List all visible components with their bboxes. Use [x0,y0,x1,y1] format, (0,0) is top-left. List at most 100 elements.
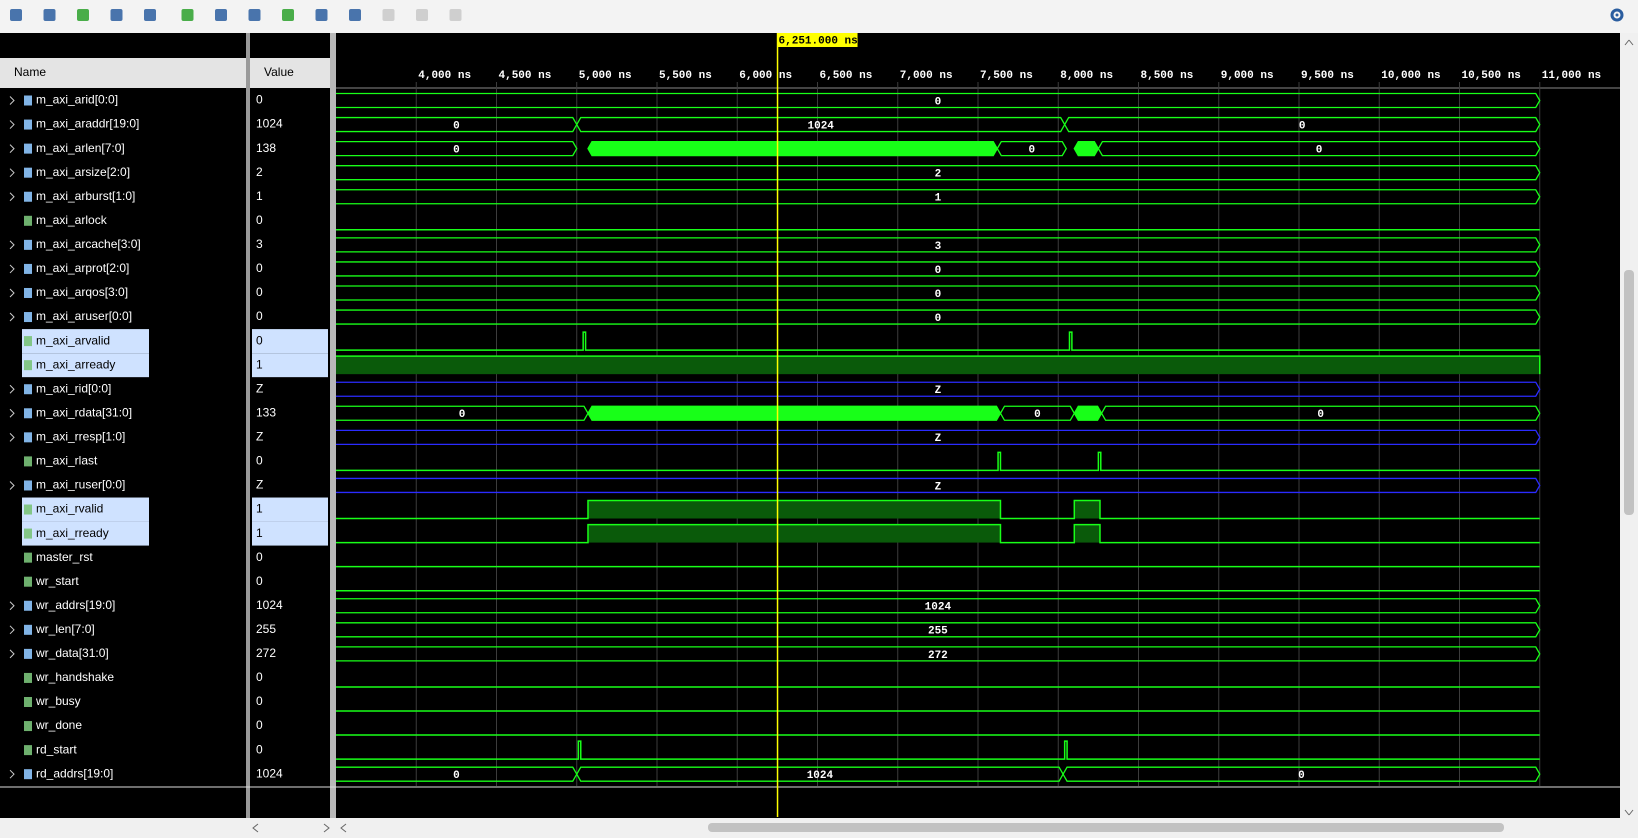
signal-name[interactable]: m_axi_rresp[1:0] [36,430,125,444]
signal-name[interactable]: wr_done [35,718,82,732]
bus-segment [336,237,1541,253]
signal-name[interactable]: m_axi_ruser[0:0] [36,478,125,492]
tick-label: 5,500 ns [659,70,712,82]
signal-value: 255 [256,622,276,636]
signal-name[interactable]: m_axi_arcache[3:0] [36,237,141,251]
signal-name[interactable]: m_axi_arvalid [36,333,110,347]
signal-name[interactable]: m_axi_arsize[2:0] [36,165,130,179]
signal-icon [24,263,32,274]
scroll-arrows[interactable] [252,39,1634,833]
tick-label: 6,500 ns [820,70,873,82]
workspace [0,33,1638,838]
signal-icon [24,167,32,178]
signal-icon [24,480,32,491]
signal-name[interactable]: wr_handshake [35,670,114,684]
signal-value: Z [256,478,263,492]
toolbar-icon [77,9,89,21]
expand-arrow[interactable] [9,432,15,442]
signal-name[interactable]: m_axi_arprot[2:0] [36,261,129,275]
signal-name[interactable]: m_axi_arburst[1:0] [36,189,135,203]
toolbar-icon [181,9,194,21]
signal-name[interactable]: wr_addrs[19:0] [35,598,115,612]
toolbar-button[interactable] [144,9,156,21]
expand-arrow[interactable] [9,769,15,779]
signal-name[interactable]: wr_busy [35,694,81,708]
signal-icon [24,697,32,707]
expand-arrow[interactable] [9,649,15,659]
expand-arrow[interactable] [9,168,15,178]
signal-name[interactable]: master_rst [36,550,93,564]
signal-name[interactable]: m_axi_arqos[3:0] [36,285,128,299]
wave-area: 4,000 ns 4,500 ns 5,000 ns 5,500 ns 6,000 ns… [336,70,1620,786]
signal-name[interactable]: m_axi_rready [36,526,109,540]
toolbar-button[interactable] [349,9,361,21]
expand-arrow[interactable] [9,481,15,490]
signal-name[interactable]: rd_start [36,742,77,756]
bit-wave [336,355,1541,375]
toolbar-button[interactable] [449,9,462,21]
signal-name[interactable]: wr_data[31:0] [35,646,109,660]
toolbar-button[interactable] [282,9,294,21]
expand-arrow[interactable] [9,240,15,250]
expand-arrow[interactable] [9,312,15,322]
expand-arrow[interactable] [9,192,15,202]
toolbar-button[interactable] [416,9,428,21]
expand-arrow[interactable] [9,625,15,635]
bus-value: 0 [459,409,466,421]
expand-arrow[interactable] [9,384,15,394]
signal-name[interactable]: wr_len[7:0] [35,622,95,636]
bus-segment [336,622,1541,638]
expand-arrow[interactable] [9,408,15,418]
scroll-thumb[interactable] [708,823,1504,832]
signal-name[interactable]: rd_addrs[19:0] [36,766,113,780]
toolbar-button[interactable] [315,9,328,21]
tick-label: 4,500 ns [499,70,552,82]
expand-arrow[interactable] [9,601,15,611]
high-fill [587,524,1001,543]
scroll-thumb[interactable] [1624,270,1634,515]
toolbar-button[interactable] [181,9,194,21]
signal-name[interactable]: m_axi_arlen[7:0] [36,141,125,155]
expand-arrow[interactable] [9,144,15,153]
toolbar [0,0,1638,33]
expand-arrow[interactable] [9,264,15,274]
signal-name[interactable]: m_axi_araddr[19:0] [36,117,139,131]
signal-name[interactable]: m_axi_aruser[0:0] [36,309,132,323]
signal-value: 0 [256,93,263,107]
signal-name[interactable]: m_axi_arid[0:0] [36,93,118,107]
signal-icon [24,648,32,659]
bus-value: 272 [928,650,948,662]
signal-name[interactable]: wr_start [35,574,79,588]
row-highlight [252,521,328,546]
tick-label: 6,000 ns [739,70,792,82]
signal-value: 0 [256,333,263,347]
signal-name[interactable]: m_axi_rlast [36,454,98,468]
signal-value: 0 [256,550,263,564]
settings-icon[interactable] [1610,8,1624,22]
toolbar-button[interactable] [110,9,123,21]
expand-arrow[interactable] [9,96,15,105]
toolbar-button[interactable] [248,9,261,21]
expand-arrow[interactable] [9,288,15,298]
high-fill [1074,500,1100,519]
toolbar-button[interactable] [215,9,227,21]
bus-segment [587,140,999,157]
toolbar-button[interactable] [10,9,22,21]
signal-name[interactable]: m_axi_rvalid [36,502,103,516]
row-highlight [22,521,149,546]
toolbar-button[interactable] [382,9,395,21]
tick-label: 4,000 ns [418,70,471,82]
signal-name[interactable]: m_axi_arready [36,357,115,371]
expand-arrow[interactable] [9,120,15,129]
signal-name[interactable]: m_axi_arlock [36,213,108,227]
bus-value: 0 [453,120,460,132]
signal-value: 0 [256,213,263,227]
bus-segment [336,429,1541,445]
toolbar-button[interactable] [43,9,56,21]
bus-value: 255 [928,626,948,638]
signal-name[interactable]: m_axi_rdata[31:0] [36,405,132,419]
tick-label: 11,000 ns [1542,70,1601,82]
toolbar-button[interactable] [77,9,89,21]
signal-name[interactable]: m_axi_rid[0:0] [36,381,111,395]
